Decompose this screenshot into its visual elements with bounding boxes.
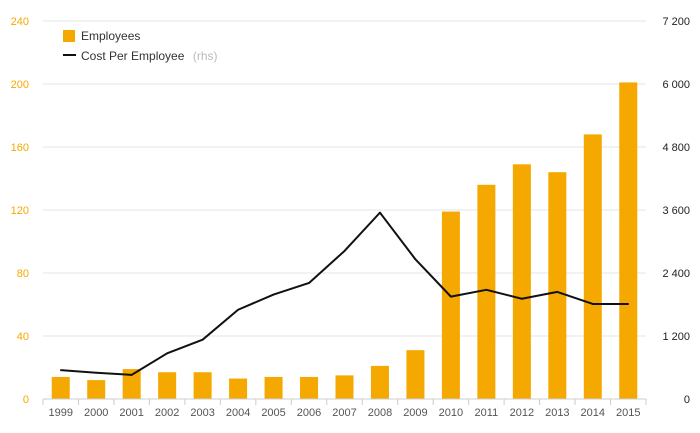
employees-bars [51,82,638,400]
x-tick-label: 2011 [475,407,499,419]
point-cost-per-employee-1999 [59,369,62,371]
bar-employees-2003 [193,372,212,399]
point-cost-per-employee-2002 [166,352,168,355]
x-tick-label: 2001 [119,407,143,419]
bar-employees-2007 [335,375,354,399]
bar-employees-1999 [51,376,70,399]
point-cost-per-employee-2010 [450,295,452,298]
right-tick-label: 7 200 [662,16,690,28]
left-tick-label: 160 [11,142,29,154]
point-cost-per-employee-2011 [485,289,488,291]
x-tick-label: 1999 [48,407,72,419]
x-tick-label: 2000 [84,407,108,419]
bar-employees-2010 [441,211,460,399]
left-tick-label: 120 [11,205,29,217]
line-cost-per-employee [60,211,629,376]
point-cost-per-employee-2009 [414,258,417,261]
point-cost-per-employee-2012 [521,297,523,300]
point-cost-per-employee-2008 [379,211,381,214]
left-axis: 0 40 80 120 160 200 240 [11,16,29,406]
left-tick-label: 80 [17,268,29,280]
x-axis: 1999 2000 2001 2002 2003 2004 2005 2006 2007 2008… [42,398,647,419]
bar-employees-2012 [512,164,531,399]
x-tick-label: 2008 [368,407,392,419]
bar-employees-2004 [229,378,248,399]
bar-employees-2014 [583,134,602,399]
right-tick-label: 3 600 [662,205,690,217]
bar-employees-2005 [264,376,283,399]
x-tick-label: 2009 [403,407,427,419]
right-tick-label: 0 [684,394,690,406]
legend-label-cost-per-employee: Cost Per Employee (rhs) [81,47,218,64]
x-tick-label: 2013 [545,407,569,419]
x-tick-label: 2010 [439,407,463,419]
bar-employees-2008 [370,365,389,399]
x-tick-label: 2012 [510,407,534,419]
x-tick-label: 2007 [332,407,356,419]
x-tick-label: 2005 [261,407,285,419]
point-cost-per-employee-2007 [343,250,346,252]
right-tick-label: 4 800 [662,142,690,154]
point-cost-per-employee-2001 [130,374,133,376]
bar-employees-2013 [548,172,567,399]
right-axis: 0 1 200 2 400 3 600 4 800 6 000 7 200 [662,16,690,406]
bar-employees-2009 [406,350,425,399]
legend-swatch-employees [63,30,75,42]
point-cost-per-employee-2003 [201,338,204,341]
x-tick-label: 2006 [297,407,321,419]
x-tick-label: 2003 [190,407,214,419]
legend-label-rhs-note: (rhs) [193,49,218,63]
right-tick-label: 1 200 [662,331,690,343]
point-cost-per-employee-2013 [556,291,559,293]
left-tick-label: 200 [11,79,29,91]
left-tick-label: 40 [17,331,29,343]
point-cost-per-employee-2005 [272,293,275,296]
bar-employees-2001 [122,369,141,399]
bar-employees-2002 [158,372,177,399]
bar-employees-2006 [300,376,319,399]
legend-label-cost-text: Cost Per Employee [81,49,185,63]
legend-label-employees: Employees [81,29,140,43]
right-tick-label: 6 000 [662,79,690,91]
point-cost-per-employee-2004 [237,308,239,311]
x-tick-label: 2015 [616,407,640,419]
left-tick-label: 0 [23,394,29,406]
x-tick-label: 2004 [226,407,250,419]
cost-per-employee-line [59,211,630,376]
right-tick-label: 2 400 [662,268,690,280]
point-cost-per-employee-2015 [627,303,630,305]
bar-employees-2011 [477,184,496,399]
bar-employees-2000 [87,380,106,399]
x-tick-label: 2002 [155,407,179,419]
point-cost-per-employee-2014 [591,303,594,305]
left-tick-label: 240 [11,16,29,28]
bar-employees-2015 [619,82,638,400]
point-cost-per-employee-2006 [308,282,310,284]
gridlines [43,20,646,337]
x-tick-label: 2014 [581,407,605,419]
point-cost-per-employee-2000 [95,371,98,374]
legend: Employees Cost Per Employee (rhs) [63,29,218,64]
